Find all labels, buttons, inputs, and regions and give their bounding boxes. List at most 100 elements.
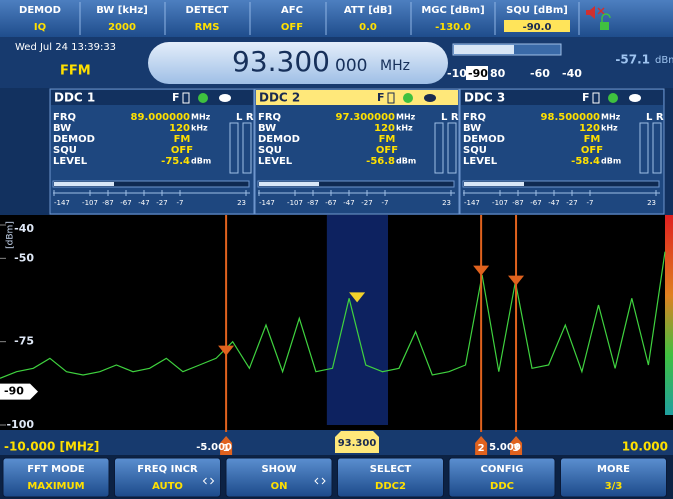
ddc-row-value: 98.500000 — [541, 112, 601, 123]
ddc-eye-icon — [219, 94, 231, 102]
freq-axis-label: 93.300 — [338, 438, 377, 449]
lock-icon — [600, 13, 611, 30]
ddc-title: DDC 1 — [54, 91, 95, 105]
ref-box — [466, 66, 488, 80]
ddc-panel — [49, 88, 255, 215]
color-scale — [665, 215, 673, 415]
mode: FFM — [60, 64, 91, 79]
header-value: RMS — [195, 22, 220, 33]
ddc-row-value: 89.000000 — [131, 112, 191, 123]
ddc-row-value: FM — [379, 134, 396, 145]
y-tick-label: -40 — [14, 222, 34, 235]
ddc-scale-label: 23 — [647, 199, 656, 207]
ddc-scale-label: -67 — [325, 199, 336, 207]
header-label: MGC [dBm] — [421, 5, 484, 16]
level-scale-label: -40 — [562, 67, 582, 80]
ddc-level-bar — [259, 182, 319, 186]
selection-band — [326, 215, 389, 425]
header-label: SQU [dBm] — [506, 5, 568, 16]
softkey-label: SELECT — [370, 464, 412, 475]
header-label: AFC — [281, 5, 303, 16]
level: -57.1 — [615, 53, 650, 67]
ddc-row-unit: dBm — [601, 157, 621, 166]
header-label: BW [kHz] — [96, 5, 148, 16]
level-scale-label: 80 — [490, 67, 506, 80]
marker-label: 2 — [478, 443, 485, 454]
ddc-channels: L R — [236, 112, 254, 123]
freq-axis-label: 10.000 — [622, 440, 668, 454]
ddc-row-value: OFF — [171, 145, 193, 156]
ddc-row-label: FRQ — [258, 112, 281, 123]
ddc-scale-label: -107 — [492, 199, 508, 207]
level-scale-label: -60 — [530, 67, 550, 80]
ddc-icon — [387, 92, 395, 104]
y-axis-label: [dBm] — [6, 221, 16, 249]
ddc-row-label: BW — [463, 123, 481, 134]
level-unit: dBm — [655, 55, 673, 66]
ddc-level-bar — [464, 182, 524, 186]
softkey-value: DDC — [490, 481, 514, 492]
ddc-row-label: DEMOD — [463, 134, 505, 145]
header-value: IQ — [34, 22, 46, 33]
ddc-scale-label: -7 — [177, 199, 184, 207]
ddc-row-unit: MHz — [601, 113, 621, 122]
ddc-row-value: -58.4 — [571, 156, 600, 167]
marker-triangle — [508, 275, 525, 286]
y-tick-label: -75 — [14, 335, 34, 348]
softkey-arrows — [314, 477, 326, 485]
header-label: DEMOD — [19, 5, 61, 16]
ddc-row-value: FM — [174, 134, 191, 145]
ddc-row-label: SQU — [463, 145, 487, 156]
ddc-panel — [459, 88, 665, 215]
ddc-flag: F — [582, 91, 590, 104]
ddc-scale-label: -87 — [102, 199, 113, 207]
softkey[interactable] — [225, 457, 333, 498]
ddc-row-label: SQU — [53, 145, 77, 156]
softkey-label: FREQ INCR — [137, 464, 198, 475]
softkey[interactable] — [114, 457, 221, 498]
ddc-flag: F — [172, 91, 180, 104]
ddc-scale-label: -7 — [382, 199, 389, 207]
softkey[interactable] — [2, 457, 110, 498]
ddc-row-label: BW — [258, 123, 276, 134]
ddc-audio-icon — [403, 93, 413, 103]
header-value: 2000 — [108, 22, 136, 33]
ddc-meter-r — [652, 122, 662, 174]
ddc-eye-icon — [629, 94, 641, 102]
frequency-pill — [148, 42, 448, 84]
ddc-scale-label: -47 — [138, 199, 149, 207]
ddc-meter-l — [434, 122, 444, 174]
ddc-title: DDC 3 — [464, 91, 505, 105]
ddc-scale-label: -27 — [156, 199, 167, 207]
ddc-panel — [254, 88, 460, 215]
spectrum-trace — [0, 251, 666, 379]
center-frequency-tag — [335, 431, 379, 453]
ddc-scale-label: -27 — [361, 199, 372, 207]
ddc-row-unit: kHz — [191, 124, 208, 133]
ddc-audio-icon — [608, 93, 618, 103]
y-tick-label: -50 — [14, 251, 34, 264]
ddc-scale-label: -87 — [307, 199, 318, 207]
ddc-channels: L R — [441, 112, 459, 123]
header-value: -130.0 — [435, 22, 471, 33]
ddc-level-bar-frame — [52, 180, 250, 188]
ddc-meter-r — [242, 122, 252, 174]
ddc-channels: L R — [646, 112, 664, 123]
header-value: 0.0 — [359, 22, 377, 33]
ddc-scale-label: 23 — [237, 199, 246, 207]
ddc-level-bar-frame — [462, 180, 660, 188]
ddc-row-unit: MHz — [191, 113, 211, 122]
softkey[interactable] — [337, 457, 444, 498]
level-scale-label: -10 — [447, 67, 467, 80]
softkey[interactable] — [560, 457, 667, 498]
level-scale-label: -90 — [468, 67, 488, 80]
ddc-title: DDC 2 — [259, 91, 300, 105]
softkey[interactable] — [448, 457, 556, 498]
ddc-scale-label: -67 — [120, 199, 131, 207]
ddc-scale-label: -27 — [566, 199, 577, 207]
marker-label: 3 — [513, 443, 520, 454]
ddc-eye-icon — [424, 94, 436, 102]
ddc-scale-label: 23 — [442, 199, 451, 207]
softkey-value: MAXIMUM — [27, 481, 84, 492]
